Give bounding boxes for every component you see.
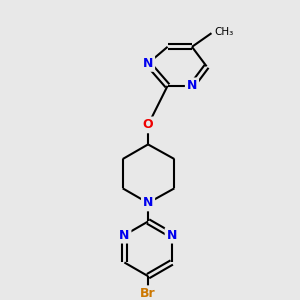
- Text: N: N: [119, 229, 130, 242]
- Text: N: N: [143, 57, 153, 70]
- Text: N: N: [167, 229, 177, 242]
- Text: CH₃: CH₃: [214, 27, 234, 37]
- Text: N: N: [187, 80, 197, 92]
- Text: O: O: [143, 118, 153, 131]
- Text: Br: Br: [140, 287, 156, 300]
- Text: N: N: [143, 196, 153, 209]
